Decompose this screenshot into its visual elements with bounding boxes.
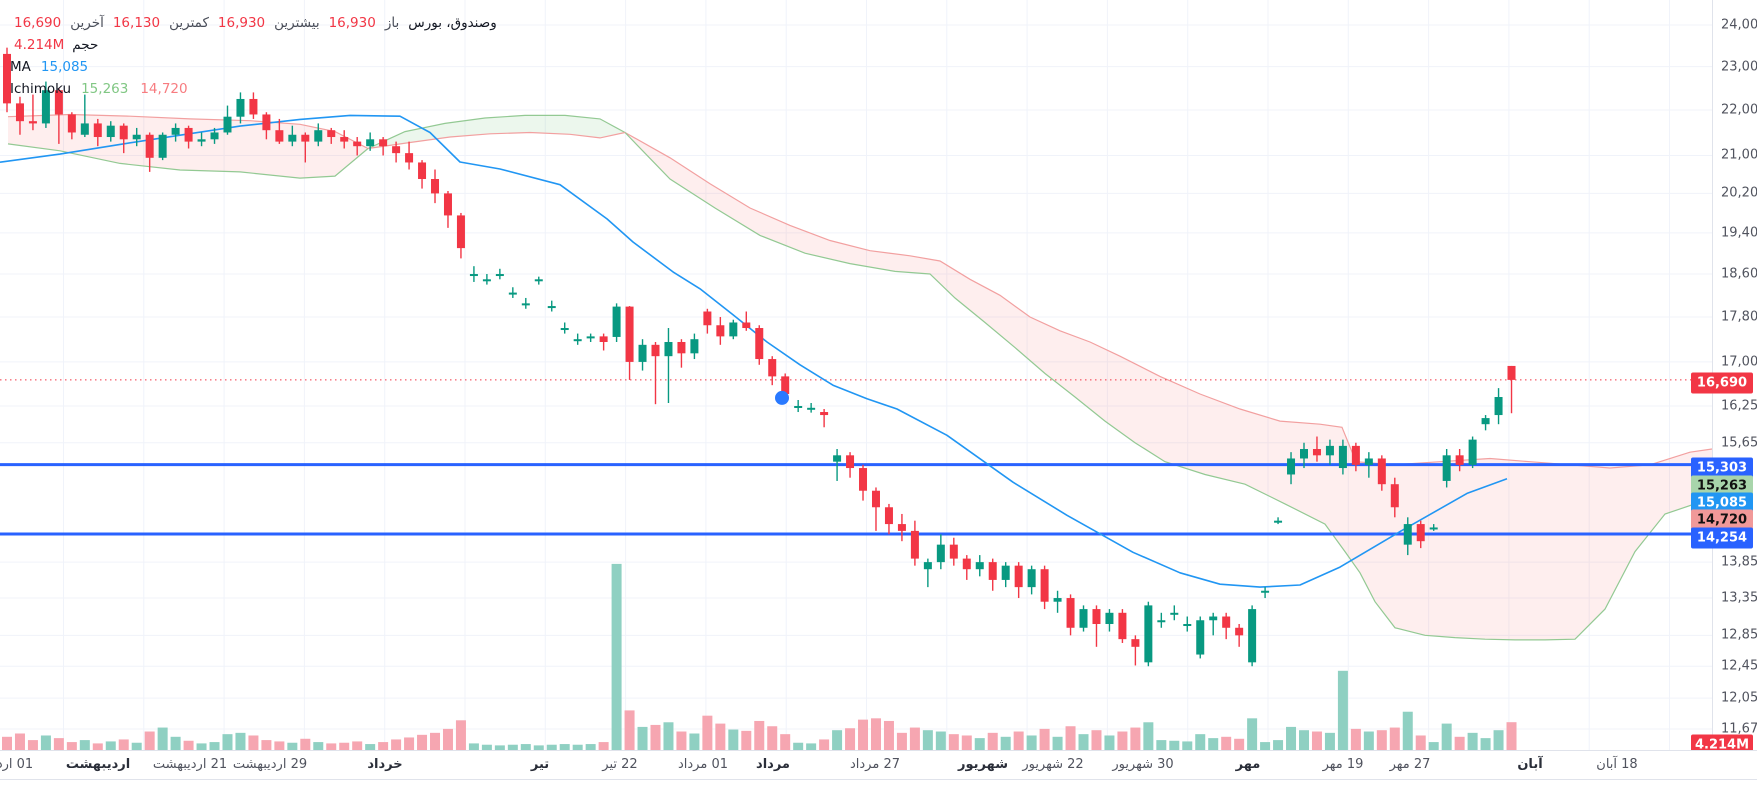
price-tick-label: 22,000 [1721, 102, 1757, 118]
price-tick-label: 15,650 [1721, 435, 1757, 451]
time-axis-date-label: 30 شهریور [1112, 757, 1174, 772]
time-axis-date-label: 22 تیر [602, 757, 638, 772]
time-axis-date-label: 29 اردیبهشت [232, 757, 308, 772]
price-tick-label: 23,000 [1721, 59, 1757, 75]
time-axis-month-label: شهریور [958, 757, 1008, 772]
low-label: کمترین [169, 15, 209, 31]
drawing-markers [775, 390, 789, 405]
time-axis-month-label: آبان [1517, 757, 1543, 772]
time-axis-date-label: 27 مهر [1389, 757, 1431, 772]
price-axis-badge: 14,254 [1691, 527, 1753, 549]
price-axis-badge: 16,690 [1691, 372, 1753, 394]
time-axis-month-label: مهر [1235, 757, 1261, 772]
price-tick-label: 21,000 [1721, 147, 1757, 163]
time-axis-month-label: مرداد [756, 757, 790, 772]
ma-layer [0, 114, 1508, 588]
price-tick-label: 17,800 [1721, 309, 1757, 325]
low-value: 16,130 [112, 15, 161, 31]
high-label: بیشترین [274, 15, 320, 31]
time-axis-date-label: 21 اردیبهشت [152, 757, 228, 772]
price-tick-label: 13,850 [1721, 554, 1757, 570]
ichimoku-indicator-label[interactable]: Ichimoku [10, 81, 72, 97]
volume-bars [2, 563, 1517, 750]
price-tick-label: 16,250 [1721, 398, 1757, 414]
legend-volume-row: حجم 4.214M [10, 34, 102, 56]
chart-legend: وصندوق، بورس باز 16,930 بیشترین 16,930 ک… [10, 12, 501, 100]
time-axis-month-label: اردیبهشت [65, 757, 131, 772]
volume-label: حجم [72, 37, 99, 53]
ma-value: 15,085 [40, 59, 89, 75]
volume-value: 4.214M [14, 37, 65, 53]
time-axis-month-label: خرداد [367, 757, 403, 772]
price-tick-label: 20,200 [1721, 185, 1757, 201]
time-axis-date-label: 27 مرداد [849, 757, 901, 772]
time-axis-date-label: 19 مهر [1322, 757, 1364, 772]
horizontal-ray-lines [0, 463, 1712, 536]
last-label: آخرین [70, 15, 104, 31]
legend-ohlc-row: وصندوق، بورس باز 16,930 بیشترین 16,930 ک… [10, 12, 501, 34]
dot-drawing-marker[interactable] [775, 390, 789, 405]
price-tick-label: 12,450 [1721, 658, 1757, 674]
price-tick-label: 11,675 [1721, 721, 1757, 737]
price-tick-label: 17,000 [1721, 354, 1757, 370]
time-axis[interactable]: 01 ارد اردیبهشت 21 اردیبهشت 29 اردیبهشت خردا… [0, 750, 1757, 780]
price-tick-label: 18,600 [1721, 266, 1757, 282]
price-tick-label: 12,850 [1721, 627, 1757, 643]
price-axis-badge: 14,720 [1691, 509, 1753, 531]
ma-line [0, 114, 1508, 588]
price-axis-badge: 15,303 [1691, 457, 1753, 479]
symbol-name[interactable]: وصندوق، بورس [408, 15, 497, 31]
legend-ma-row: MA 15,085 [10, 56, 94, 78]
price-tick-label: 12,050 [1721, 690, 1757, 706]
price-tick-label: 19,400 [1721, 225, 1757, 241]
last-value: 16,690 [14, 15, 62, 31]
price-axis-badge: 15,263 [1691, 475, 1753, 497]
time-axis-date-label: 18 آبان [1596, 757, 1638, 772]
price-tick-label: 24,000 [1721, 17, 1757, 33]
ichimoku-senkou-b-value: 14,720 [140, 81, 188, 97]
open-label: باز [384, 15, 400, 31]
time-axis-date-label: 01 مرداد [677, 757, 729, 772]
time-axis-date-label: 01 ارد [0, 757, 34, 772]
time-axis-date-label: 22 شهریور [1022, 757, 1084, 772]
time-axis-month-label: تیر [530, 757, 550, 772]
candles-layer [3, 47, 1516, 667]
ichimoku-senkou-a-value: 15,263 [81, 81, 129, 97]
price-axis-badge: 15,085 [1691, 492, 1753, 514]
high-value: 16,930 [217, 15, 266, 31]
legend-ichimoku-row: Ichimoku 15,263 14,720 [10, 78, 194, 100]
ma-indicator-label[interactable]: MA [10, 59, 31, 75]
price-axis[interactable]: 24,000 23,000 22,000 21,000 20,200 19,400 18,6… [1691, 0, 1757, 756]
open-value: 16,930 [328, 15, 376, 31]
price-tick-label: 13,350 [1721, 590, 1757, 606]
